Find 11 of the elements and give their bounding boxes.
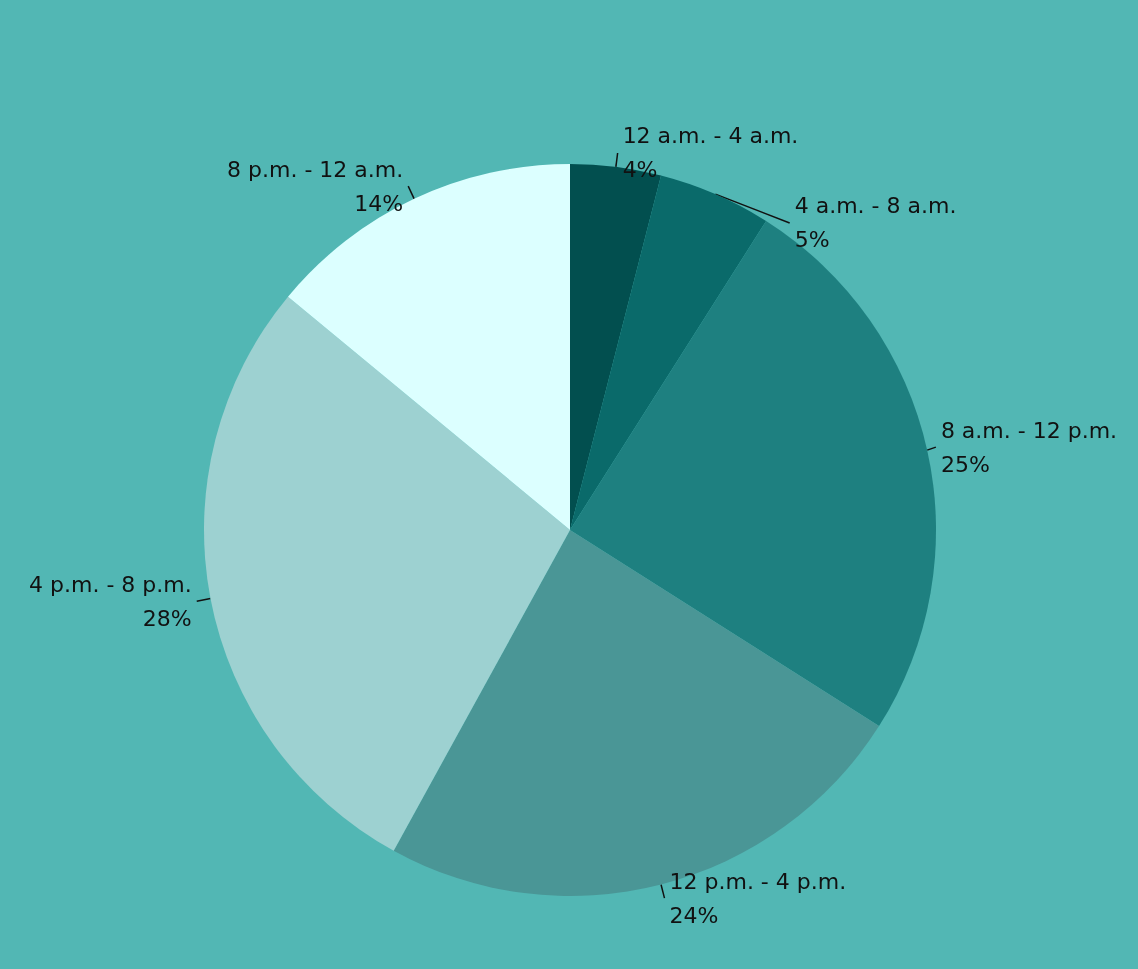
data-label: 28% [142, 605, 192, 631]
slice-label: 8 a.m. - 12 p.m. [940, 417, 1118, 443]
slice-label: 4 p.m. - 8 p.m. [29, 571, 192, 597]
slice-label: 8 p.m. - 12 a.m. [227, 156, 404, 182]
data-label: 25% [940, 451, 990, 477]
slice-label: 12 p.m. - 4 p.m. [669, 868, 847, 894]
slice-label: 12 a.m. - 4 a.m. [622, 123, 799, 149]
data-label: 5% [794, 227, 830, 253]
data-label: 14% [354, 190, 404, 216]
slice-label: 4 a.m. - 8 a.m. [794, 193, 957, 219]
data-label: 24% [669, 902, 719, 928]
